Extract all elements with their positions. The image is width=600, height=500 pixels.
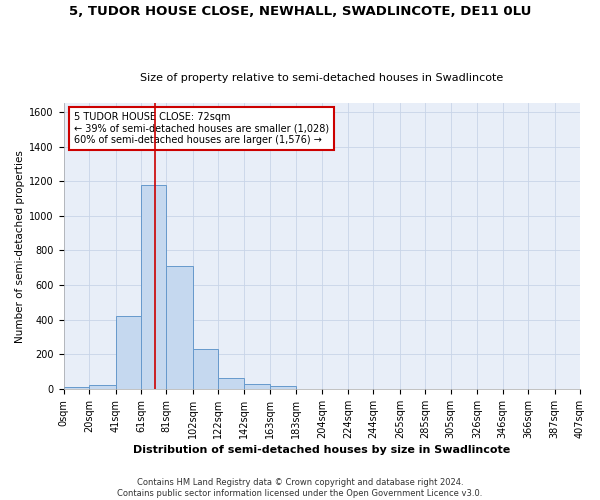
Text: Contains HM Land Registry data © Crown copyright and database right 2024.
Contai: Contains HM Land Registry data © Crown c… [118,478,482,498]
Bar [89,384,116,389]
Bar [193,350,218,389]
Title: Size of property relative to semi-detached houses in Swadlincote: Size of property relative to semi-detach… [140,73,503,83]
Text: 5, TUDOR HOUSE CLOSE, NEWHALL, SWADLINCOTE, DE11 0LU: 5, TUDOR HOUSE CLOSE, NEWHALL, SWADLINCO… [69,5,531,18]
X-axis label: Distribution of semi-detached houses by size in Swadlincote: Distribution of semi-detached houses by … [133,445,511,455]
Bar [166,266,193,389]
Bar [64,387,89,389]
Bar [116,316,141,389]
Bar [141,184,166,389]
Y-axis label: Number of semi-detached properties: Number of semi-detached properties [15,150,25,342]
Bar [244,384,271,389]
Bar [271,386,296,389]
Bar [218,378,244,389]
Text: 5 TUDOR HOUSE CLOSE: 72sqm
← 39% of semi-detached houses are smaller (1,028)
60%: 5 TUDOR HOUSE CLOSE: 72sqm ← 39% of semi… [74,112,329,145]
